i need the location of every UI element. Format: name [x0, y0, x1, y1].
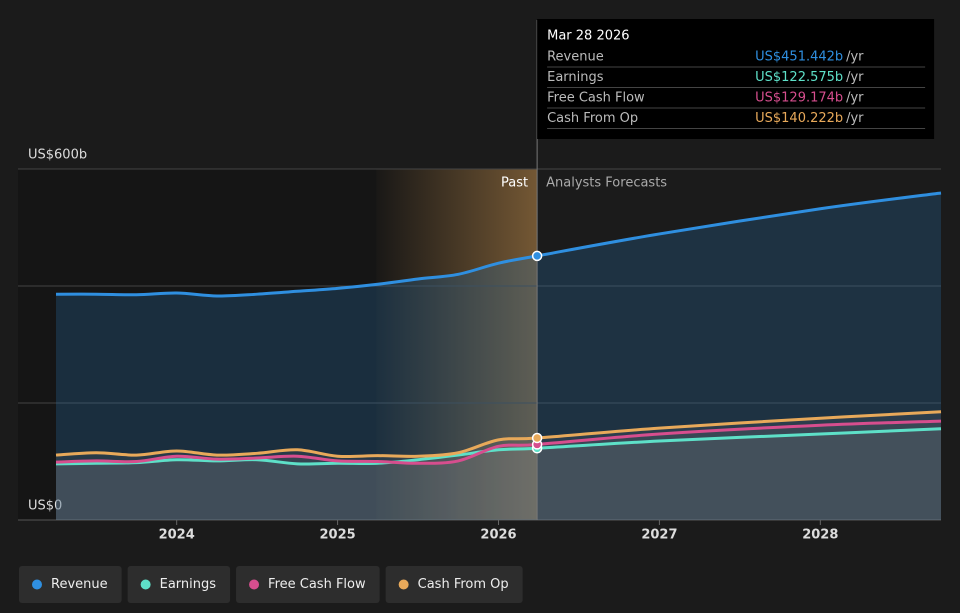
legend-label: Free Cash Flow — [268, 577, 366, 592]
legend-label: Cash From Op — [418, 577, 509, 592]
series-area — [56, 428, 941, 520]
tooltip-value: US$122.575b — [755, 70, 843, 85]
legend-button[interactable] — [236, 566, 380, 603]
legend-swatch — [249, 579, 260, 590]
legend-item[interactable]: Earnings — [127, 566, 231, 603]
tooltip-box — [537, 19, 935, 139]
forecast-label: Analysts Forecasts — [546, 176, 667, 191]
series-marker — [531, 250, 543, 262]
legend-label: Earnings — [160, 577, 217, 592]
series-line — [55, 427, 942, 466]
x-tick-label: 2025 — [319, 528, 355, 543]
legend-button[interactable] — [385, 566, 523, 603]
tooltip: Mar 28 2026 Revenue US$451.442b/yr Earnings… — [537, 19, 935, 139]
tooltip-title: Mar 28 2026 — [547, 29, 629, 44]
tooltip-value: US$129.174b — [755, 91, 843, 106]
tooltip-name: Revenue — [547, 50, 604, 65]
legend-item[interactable]: Cash From Op — [385, 566, 523, 603]
x-tick-label: 2026 — [480, 528, 516, 543]
tooltip-name: Free Cash Flow — [547, 91, 645, 106]
legend-swatch — [32, 579, 42, 590]
legend-swatch — [140, 579, 151, 590]
legend-item[interactable]: Free Cash Flow — [236, 566, 380, 603]
series-line — [55, 191, 942, 298]
x-tick-label: 2024 — [159, 528, 195, 543]
y-tick-label: US$0 — [28, 499, 62, 514]
tooltip-suffix: /yr — [846, 111, 864, 126]
series-line — [55, 410, 942, 459]
legend-button[interactable] — [127, 566, 231, 603]
series-area — [56, 421, 941, 520]
tooltip-value: US$140.222b — [755, 111, 843, 126]
tooltip-value: US$451.442b — [755, 50, 843, 65]
tooltip-name: Cash From Op — [547, 111, 638, 126]
y-tick-label: US$600b — [28, 148, 87, 163]
x-tick-label: 2027 — [641, 528, 677, 543]
legend-button[interactable] — [19, 566, 122, 603]
past-label: Past — [501, 176, 528, 191]
tooltip-suffix: /yr — [846, 91, 864, 106]
series-marker — [531, 432, 543, 444]
legend-item[interactable]: Revenue — [19, 566, 122, 603]
tooltip-suffix: /yr — [846, 70, 864, 85]
legend-label: Revenue — [51, 577, 108, 592]
x-tick-label: 2028 — [802, 528, 838, 543]
legend-swatch — [398, 579, 409, 590]
series-line — [55, 419, 942, 465]
tooltip-suffix: /yr — [846, 50, 864, 65]
tooltip-name: Earnings — [547, 70, 604, 85]
